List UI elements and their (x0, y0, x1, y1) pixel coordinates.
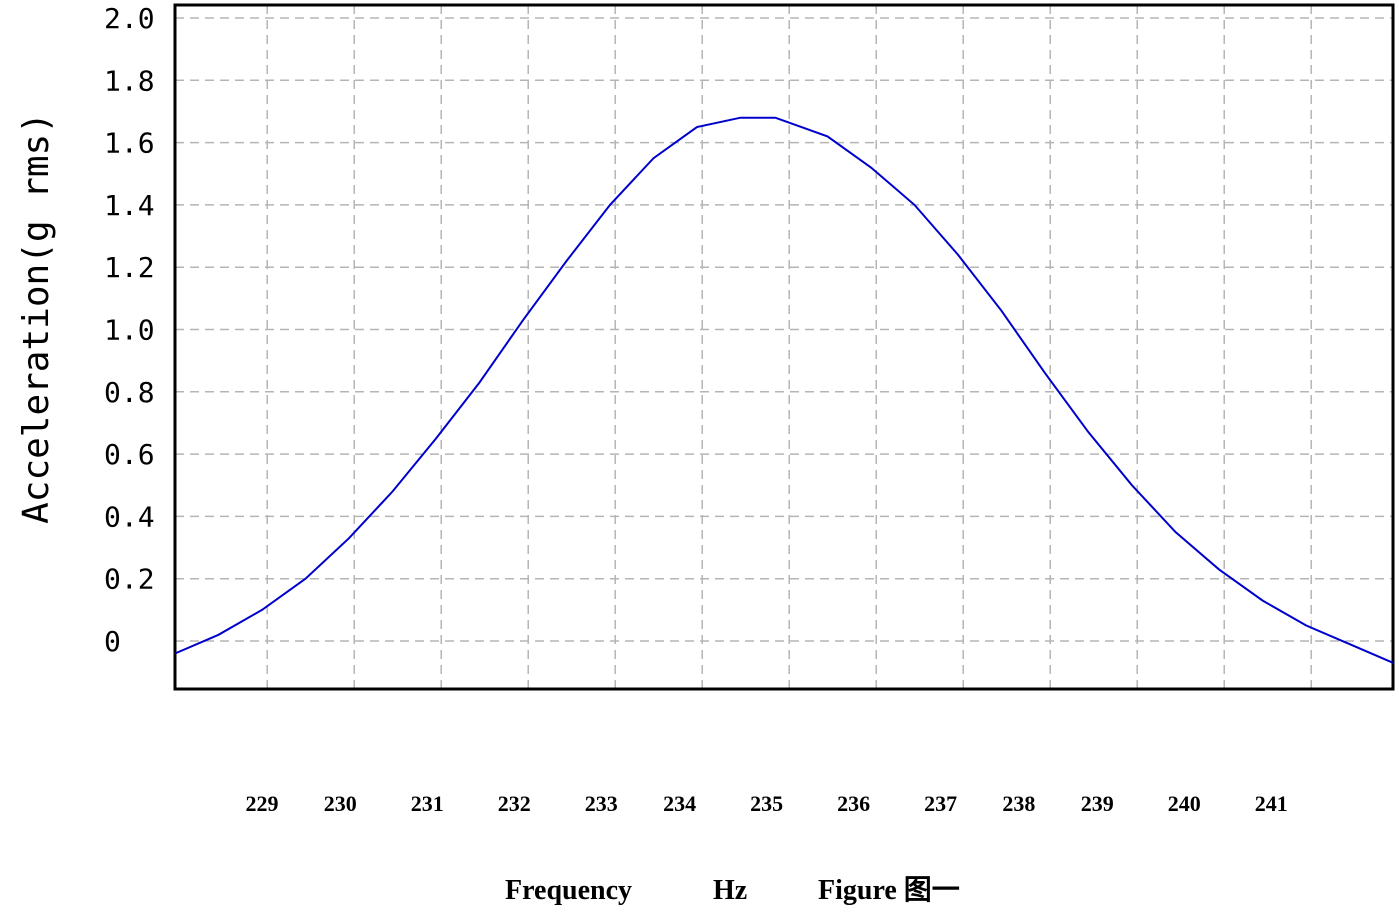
x-gridlines (266, 5, 1312, 689)
plot-frame (173, 3, 1395, 691)
y-tick-label: 1.8 (104, 64, 155, 97)
x-tick-labels: 229 230 231 232 233 234 235 236 237 238 239 240 241 (246, 791, 1288, 816)
x-axis-label-unit: Hz (713, 875, 747, 906)
x-tick-label: 234 (663, 791, 696, 816)
x-tick-label: 241 (1255, 791, 1288, 816)
x-axis-label-frequency: Frequency (505, 875, 632, 906)
y-tick-label: 1.0 (104, 314, 155, 347)
x-axis-label-figure: Figure 图一 (818, 875, 960, 906)
y-tick-label: 2.0 (104, 2, 155, 35)
x-tick-label: 231 (411, 791, 444, 816)
y-tick-label: 0 (104, 625, 121, 658)
series-line (174, 116, 1394, 664)
x-tick-label: 230 (324, 791, 357, 816)
y-tick-label: 0.6 (104, 438, 155, 471)
y-tick-label: 0.4 (104, 500, 155, 533)
x-tick-label: 233 (585, 791, 618, 816)
x-tick-label: 238 (1002, 791, 1035, 816)
x-tick-label: 236 (837, 791, 870, 816)
x-tick-label: 239 (1081, 791, 1114, 816)
y-tick-label: 0.8 (104, 376, 155, 409)
y-tick-label: 0.2 (104, 563, 155, 596)
x-tick-label: 229 (246, 791, 279, 816)
x-tick-label: 232 (498, 791, 531, 816)
y-tick-label: 1.6 (104, 127, 155, 160)
y-axis-label: Acceleration(g rms) (16, 112, 57, 524)
x-tick-label: 235 (750, 791, 783, 816)
y-tick-label: 1.4 (104, 189, 155, 222)
y-tick-label: 1.2 (104, 251, 155, 284)
x-tick-label: 240 (1168, 791, 1201, 816)
y-gridlines (175, 17, 1393, 642)
x-tick-label: 237 (924, 791, 957, 816)
y-tick-labels: 0 0.2 0.4 0.6 0.8 1.0 1.2 1.4 1.6 1.8 2.0 (104, 2, 155, 658)
